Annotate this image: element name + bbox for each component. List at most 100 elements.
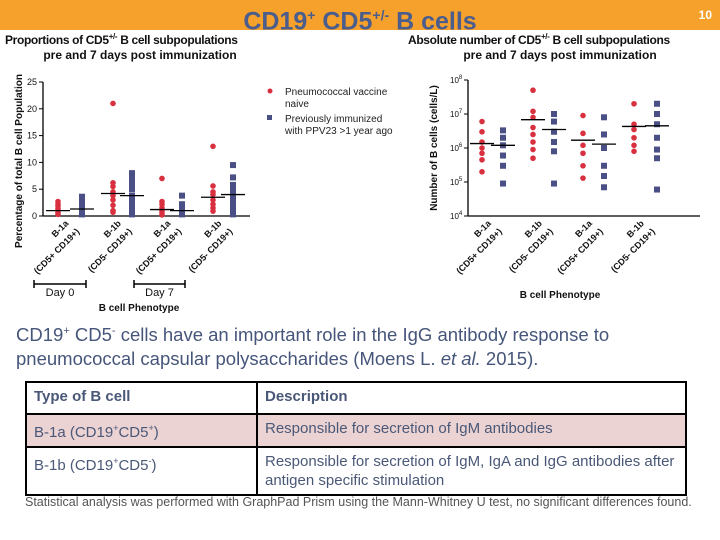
naive-point (530, 139, 536, 145)
slide-title: CD19+ CD5+/- B cells (0, 0, 720, 36)
page-number: 10 (698, 8, 712, 22)
immunized-point (79, 193, 85, 200)
b-cell-table: Type of B cell Description B-1a (CD19+CD… (25, 381, 687, 496)
title-part: B cells (389, 7, 477, 36)
naive-point (159, 198, 165, 205)
legend-immunized-marker (267, 115, 272, 120)
immunized-point (551, 139, 557, 146)
naive-point (479, 168, 485, 175)
naive-point (631, 142, 637, 149)
naive-point (530, 124, 536, 131)
naive-point (210, 201, 216, 208)
immunized-point (230, 174, 236, 181)
title-part: CD5 (315, 7, 373, 36)
immunized-point (129, 186, 135, 193)
immunized-point (654, 100, 660, 107)
immunized-point (179, 204, 185, 211)
immunized-point (654, 121, 660, 128)
naive-point (210, 183, 216, 189)
immunized-point (230, 202, 236, 209)
immunized-point (179, 208, 185, 215)
immunized-point (129, 180, 135, 187)
y-tick-label: 106 (450, 143, 463, 153)
naive-point (110, 197, 116, 203)
naive-point (631, 121, 637, 128)
chart-title: Proportions of CD5+/- B cell subpopulati… (5, 32, 238, 47)
legend-label: naive (285, 99, 309, 110)
naive-point (110, 100, 116, 107)
chart-subtitle: pre and 7 days post immunization (43, 48, 236, 62)
type-cell: B-1b (CD19+CD5-) (25, 446, 258, 496)
legend-label: Previously immunized (285, 114, 382, 125)
table-row: B-1a (CD19+CD5+) Responsible for secreti… (25, 413, 687, 448)
body-paragraph: CD19+ CD5- cells have an important role … (16, 319, 696, 371)
immunized-point (129, 170, 135, 177)
immunized-point (601, 114, 607, 121)
immunized-point (230, 181, 236, 188)
y-axis-label: Percentage of total B cell Population (14, 74, 25, 248)
immunized-point (129, 196, 135, 203)
y-tick-label: 104 (450, 211, 463, 221)
immunized-point (230, 211, 236, 218)
immunized-point (500, 127, 506, 134)
naive-point (530, 155, 536, 162)
para-italic: et al. (440, 348, 481, 370)
y-axis-label: Number of B cells (cells/L) (429, 85, 440, 211)
immunized-point (79, 208, 85, 215)
immunized-point (129, 175, 135, 182)
cell-sup: + (148, 423, 154, 433)
naive-point (210, 197, 216, 203)
immunized-point (601, 184, 607, 191)
immunized-point (601, 173, 607, 180)
naive-point (580, 130, 586, 137)
naive-point (580, 150, 586, 157)
desc-cell: Responsible for secretion of IgM, IgA an… (256, 446, 687, 496)
header-bar (0, 0, 720, 30)
naive-point (210, 189, 216, 195)
naive-point (631, 148, 637, 155)
naive-point (530, 87, 536, 94)
y-tick-label: 5 (32, 184, 37, 194)
legend-label: with PPV23 >1 year ago (284, 126, 393, 137)
table-header-row: Type of B cell Description (25, 381, 687, 415)
naive-point (530, 146, 536, 153)
desc-cell: Responsible for secretion of IgM antibod… (256, 413, 687, 448)
title-sup: + (307, 7, 316, 23)
naive-point (580, 162, 586, 169)
immunized-point (500, 162, 506, 169)
cell-text: ) (151, 457, 157, 474)
immunized-point (551, 111, 557, 117)
naive-point (530, 131, 536, 138)
y-tick-label: 0 (32, 211, 37, 221)
naive-point (479, 156, 485, 163)
naive-point (580, 142, 586, 149)
immunized-point (230, 196, 236, 203)
immunized-point (500, 134, 506, 141)
immunized-point (500, 152, 506, 159)
naive-point (210, 143, 216, 150)
immunized-point (654, 155, 660, 162)
cell-text: CD5 (118, 424, 149, 441)
x-axis-label: B cell Phenotype (520, 290, 601, 301)
cell-text: ) (153, 424, 159, 441)
y-tick-label: 25 (27, 77, 37, 87)
immunized-point (551, 118, 557, 125)
naive-point (479, 118, 485, 125)
immunized-point (79, 202, 85, 209)
immunized-point (551, 180, 557, 187)
immunized-point (601, 131, 607, 138)
chart-subtitle: pre and 7 days post immunization (463, 48, 656, 62)
immunized-point (179, 201, 185, 208)
naive-point (631, 126, 637, 133)
naive-point (580, 175, 586, 181)
immunized-point (500, 180, 506, 187)
naive-point (631, 134, 637, 141)
immunized-point (654, 186, 660, 193)
immunized-point (79, 197, 85, 204)
immunized-point (230, 207, 236, 214)
y-tick-label: 107 (450, 109, 463, 119)
naive-point (55, 198, 61, 205)
naive-point (110, 179, 116, 186)
chart-title: Absolute number of CD5+/- B cell subpopu… (408, 32, 670, 47)
immunized-point (129, 207, 135, 214)
